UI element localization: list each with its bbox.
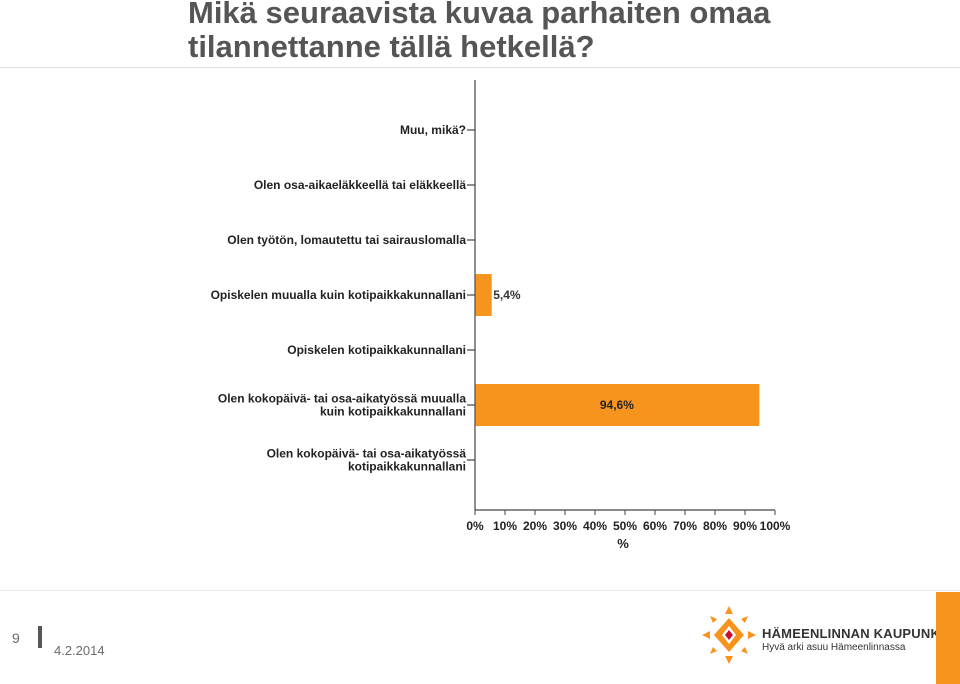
category-label: Olen kokopäivä- tai osa-aikatyössä muual… bbox=[218, 392, 466, 406]
x-tick-label: 50% bbox=[613, 519, 637, 533]
x-tick-label: 90% bbox=[733, 519, 757, 533]
city-logo: HÄMEENLINNAN KAUPUNKI Hyvä arki asuu Häm… bbox=[700, 604, 944, 672]
category-label: Olen työtön, lomautettu tai sairauslomal… bbox=[227, 233, 466, 247]
x-tick-label: 70% bbox=[673, 519, 697, 533]
x-tick-label: 10% bbox=[493, 519, 517, 533]
x-tick-label: 60% bbox=[643, 519, 667, 533]
logo-name: HÄMEENLINNAN KAUPUNKI bbox=[762, 626, 944, 641]
category-label: Olen osa-aikaeläkkeellä tai eläkkeellä bbox=[254, 178, 466, 192]
category-label: Olen kokopäivä- tai osa-aikatyössä bbox=[267, 447, 467, 461]
bar-chart: Muu, mikä? Olen osa-aikaeläkkeellä tai el… bbox=[211, 80, 791, 551]
bar bbox=[475, 274, 492, 316]
data-label: 5,4% bbox=[493, 288, 521, 302]
footer-divider bbox=[0, 590, 960, 591]
x-tick-label: 0% bbox=[466, 519, 484, 533]
x-tick-label: 30% bbox=[553, 519, 577, 533]
category-label: Opiskelen muualla kuin kotipaikkakunnall… bbox=[211, 288, 466, 302]
x-tick-label: 40% bbox=[583, 519, 607, 533]
bar bbox=[475, 384, 760, 426]
category-label: Muu, mikä? bbox=[400, 123, 466, 137]
category-label: kuin kotipaikkakunnallani bbox=[320, 405, 466, 419]
x-tick-label: 20% bbox=[523, 519, 547, 533]
slide-title: Mikä seuraavista kuvaa parhaiten omaa ti… bbox=[188, 0, 771, 64]
page-number-separator bbox=[38, 626, 42, 648]
data-label: 94,6% bbox=[600, 398, 634, 412]
x-axis-title: % bbox=[617, 536, 629, 551]
sun-emblem-icon bbox=[702, 606, 756, 664]
logo-tagline: Hyvä arki asuu Hämeenlinnassa bbox=[762, 642, 906, 653]
category-label: Opiskelen kotipaikkakunnallani bbox=[287, 343, 466, 357]
category-label: kotipaikkakunnallani bbox=[348, 460, 466, 474]
x-tick-label: 100% bbox=[760, 519, 791, 533]
x-tick-label: 80% bbox=[703, 519, 727, 533]
slide-date: 4.2.2014 bbox=[54, 643, 105, 658]
title-divider bbox=[0, 67, 960, 68]
page-number: 9 bbox=[12, 630, 20, 646]
corner-accent-bar bbox=[936, 592, 960, 684]
